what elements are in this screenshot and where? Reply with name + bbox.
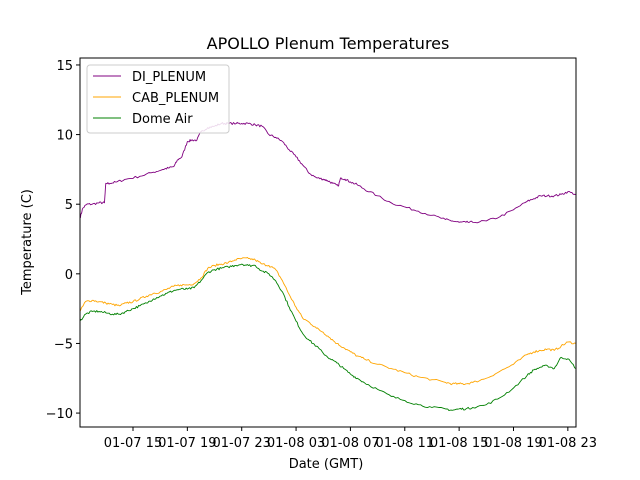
x-tick-label: 01-07 19 bbox=[158, 436, 216, 451]
x-tick-label: 01-07 15 bbox=[104, 436, 162, 451]
x-tick-label: 01-08 15 bbox=[430, 436, 488, 451]
legend-label: Dome Air bbox=[132, 112, 193, 127]
y-tick-label: 5 bbox=[65, 198, 73, 213]
legend-label: DI_PLENUM bbox=[132, 70, 206, 85]
legend-box bbox=[86, 64, 230, 134]
x-tick-label: 01-08 07 bbox=[321, 436, 379, 451]
y-tick-label: 10 bbox=[56, 129, 73, 144]
y-tick-label: −10 bbox=[46, 407, 73, 422]
x-axis-label: Date (GMT) bbox=[289, 457, 364, 472]
y-tick-label: 15 bbox=[56, 59, 73, 74]
series-layer bbox=[79, 121, 577, 412]
x-tick-label: 01-08 19 bbox=[484, 436, 542, 451]
x-tick-label: 01-08 03 bbox=[267, 436, 325, 451]
y-axis-label: Temperature (C) bbox=[20, 189, 35, 296]
plot-frame bbox=[79, 57, 577, 428]
y-tick-label: 0 bbox=[65, 268, 73, 283]
legend: DI_PLENUM CAB_PLENUM Dome Air bbox=[86, 64, 230, 134]
x-tick-label: 01-08 23 bbox=[539, 436, 597, 451]
y-tick-label: −5 bbox=[54, 337, 73, 352]
series-line-2 bbox=[79, 257, 577, 386]
legend-label: CAB_PLENUM bbox=[132, 91, 219, 106]
series-line-3 bbox=[79, 263, 577, 412]
x-tick-label: 01-07 23 bbox=[212, 436, 270, 451]
series-line-1 bbox=[79, 121, 577, 224]
chart-title: APOLLO Plenum Temperatures bbox=[207, 34, 450, 53]
y-axis-ticks: −10 −5 0 5 10 15 bbox=[46, 59, 80, 422]
x-tick-label: 01-08 11 bbox=[376, 436, 434, 451]
